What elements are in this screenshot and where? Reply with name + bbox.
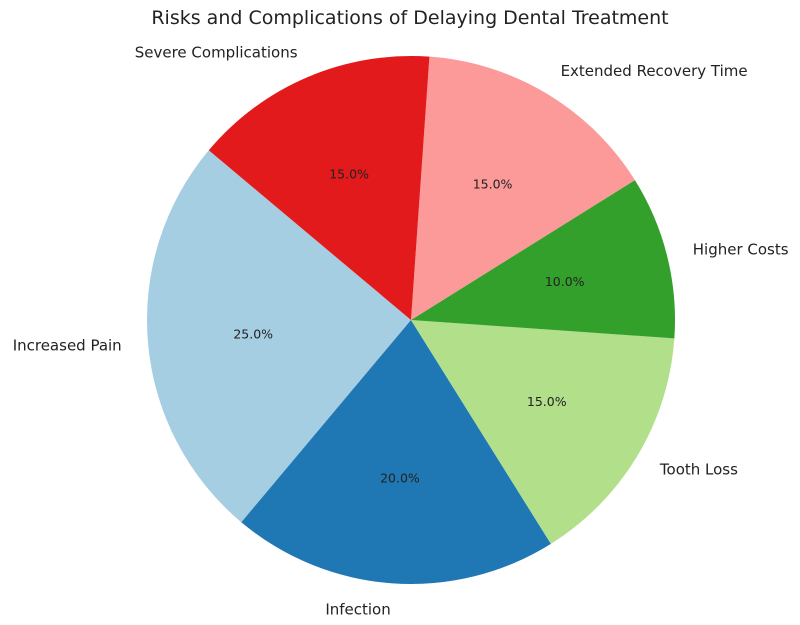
slice-label-extended-recovery-time: Extended Recovery Time bbox=[561, 62, 748, 80]
pie-labels: 25.0% Increased Pain 20.0% Infection 15.0% To… bbox=[13, 44, 789, 619]
slice-label-higher-costs: Higher Costs bbox=[693, 241, 789, 259]
slice-label-tooth-loss: Tooth Loss bbox=[659, 461, 738, 479]
chart-title: Risks and Complications of Delaying Dent… bbox=[151, 7, 668, 29]
pct-label-tooth-loss: 15.0% bbox=[527, 394, 567, 409]
pie-slice-tooth-loss bbox=[411, 320, 675, 544]
pie-slice-infection bbox=[241, 320, 551, 584]
pie-slice-increased-pain bbox=[146, 150, 411, 523]
pie-slice-higher-costs bbox=[411, 180, 675, 339]
pie-slices bbox=[146, 55, 675, 584]
pct-label-severe-complications: 15.0% bbox=[329, 167, 369, 182]
pct-label-infection: 20.0% bbox=[380, 471, 420, 486]
pie-slice-severe-complications bbox=[208, 55, 430, 320]
slice-label-increased-pain: Increased Pain bbox=[13, 336, 122, 354]
pie-slice-extended-recovery-time bbox=[411, 56, 635, 320]
pct-label-increased-pain: 25.0% bbox=[233, 326, 273, 341]
pct-label-higher-costs: 10.0% bbox=[545, 274, 585, 289]
slice-label-severe-complications: Severe Complications bbox=[135, 44, 298, 62]
slice-label-infection: Infection bbox=[325, 601, 390, 619]
pct-label-extended-recovery-time: 15.0% bbox=[473, 177, 513, 192]
